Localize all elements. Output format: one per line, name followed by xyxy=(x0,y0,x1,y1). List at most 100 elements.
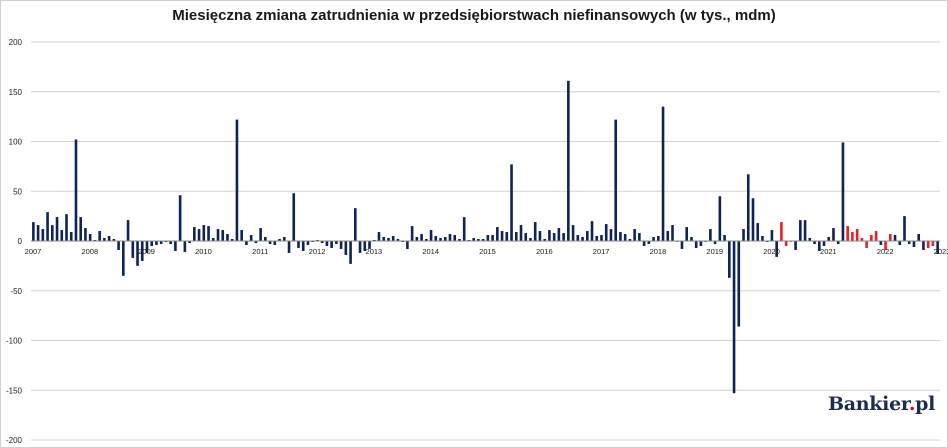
bar xyxy=(88,234,92,241)
y-tick-label: -100 xyxy=(6,337,23,346)
bar xyxy=(425,239,428,241)
bar xyxy=(533,222,537,241)
bar xyxy=(595,236,599,241)
bar xyxy=(429,230,433,241)
bar xyxy=(226,234,229,241)
x-tick-label: 2012 xyxy=(309,247,326,256)
bar xyxy=(131,241,135,258)
x-tick-label: 2021 xyxy=(820,247,837,256)
bar xyxy=(65,214,68,241)
bar xyxy=(666,231,670,241)
bar xyxy=(723,235,726,241)
bar xyxy=(874,231,878,241)
bar xyxy=(358,241,362,253)
bar xyxy=(567,80,570,242)
bar xyxy=(491,235,494,241)
x-tick-label: 2008 xyxy=(81,247,98,256)
y-tick-label: -50 xyxy=(10,287,22,296)
bar xyxy=(320,241,324,243)
x-tick-label: 2017 xyxy=(593,247,610,256)
bar xyxy=(548,230,551,241)
y-tick-label: 50 xyxy=(13,187,22,196)
bar xyxy=(803,220,807,241)
bar xyxy=(107,236,111,241)
bar xyxy=(623,234,627,241)
bar xyxy=(202,225,206,241)
bar xyxy=(377,232,381,241)
bar xyxy=(799,220,802,241)
bar xyxy=(742,229,745,241)
y-tick-label: -200 xyxy=(6,436,23,445)
chart-title: Miesięczna zmiana zatrudnienia w przedsi… xyxy=(172,7,776,24)
bar xyxy=(671,225,674,241)
bar xyxy=(462,217,466,241)
bar xyxy=(832,228,835,241)
bar xyxy=(661,106,665,241)
bar xyxy=(406,241,409,249)
bar xyxy=(718,196,722,241)
bar xyxy=(448,234,452,241)
bar xyxy=(188,241,191,243)
bar xyxy=(581,237,584,241)
y-tick-label: 100 xyxy=(9,138,23,147)
bar xyxy=(505,232,509,241)
bar xyxy=(780,222,783,241)
y-tick-label: 200 xyxy=(9,38,23,47)
bar xyxy=(898,241,902,245)
bar xyxy=(174,241,177,251)
bar xyxy=(287,241,291,253)
bar xyxy=(713,241,717,244)
bar xyxy=(117,241,120,250)
bar xyxy=(770,230,774,241)
bar xyxy=(434,236,438,241)
bar xyxy=(737,241,741,327)
x-tick-label: 2011 xyxy=(252,247,268,256)
bar xyxy=(178,195,182,241)
bar xyxy=(306,241,310,245)
bar xyxy=(496,227,499,241)
y-tick-label: 0 xyxy=(18,237,23,246)
bar xyxy=(538,231,542,241)
bar xyxy=(571,225,575,241)
bar xyxy=(836,241,840,244)
bar xyxy=(879,241,883,245)
bar xyxy=(912,241,916,247)
bar xyxy=(514,232,518,241)
bar xyxy=(193,227,196,241)
bar xyxy=(751,198,755,241)
bar xyxy=(339,241,343,249)
bar xyxy=(249,235,253,241)
bar xyxy=(254,241,258,243)
x-tick-label: 2020 xyxy=(763,247,780,256)
bar xyxy=(98,231,101,241)
x-tick-label: 2009 xyxy=(138,247,155,256)
bar xyxy=(827,237,831,241)
bar xyxy=(415,237,419,241)
bar xyxy=(74,139,78,241)
bar xyxy=(145,241,149,253)
bar xyxy=(84,228,87,241)
bar xyxy=(855,229,859,241)
bar xyxy=(41,229,45,241)
bar xyxy=(552,233,556,241)
bar xyxy=(55,217,59,241)
bar xyxy=(159,241,163,244)
x-tick-label: 2013 xyxy=(366,247,383,256)
bar xyxy=(888,234,892,241)
bar xyxy=(761,236,764,241)
bar xyxy=(330,241,333,248)
x-tick-label: 2014 xyxy=(422,247,439,256)
bar xyxy=(443,237,447,241)
bar xyxy=(245,241,248,245)
bar xyxy=(931,241,935,246)
bar xyxy=(486,235,490,241)
bar xyxy=(576,235,580,241)
x-tick-label: 2023 xyxy=(934,247,948,256)
bar xyxy=(609,229,613,241)
bar xyxy=(519,225,523,241)
bar xyxy=(732,241,736,394)
bar xyxy=(282,237,286,241)
bar xyxy=(926,241,930,248)
bar xyxy=(784,241,788,246)
bar xyxy=(420,234,423,241)
